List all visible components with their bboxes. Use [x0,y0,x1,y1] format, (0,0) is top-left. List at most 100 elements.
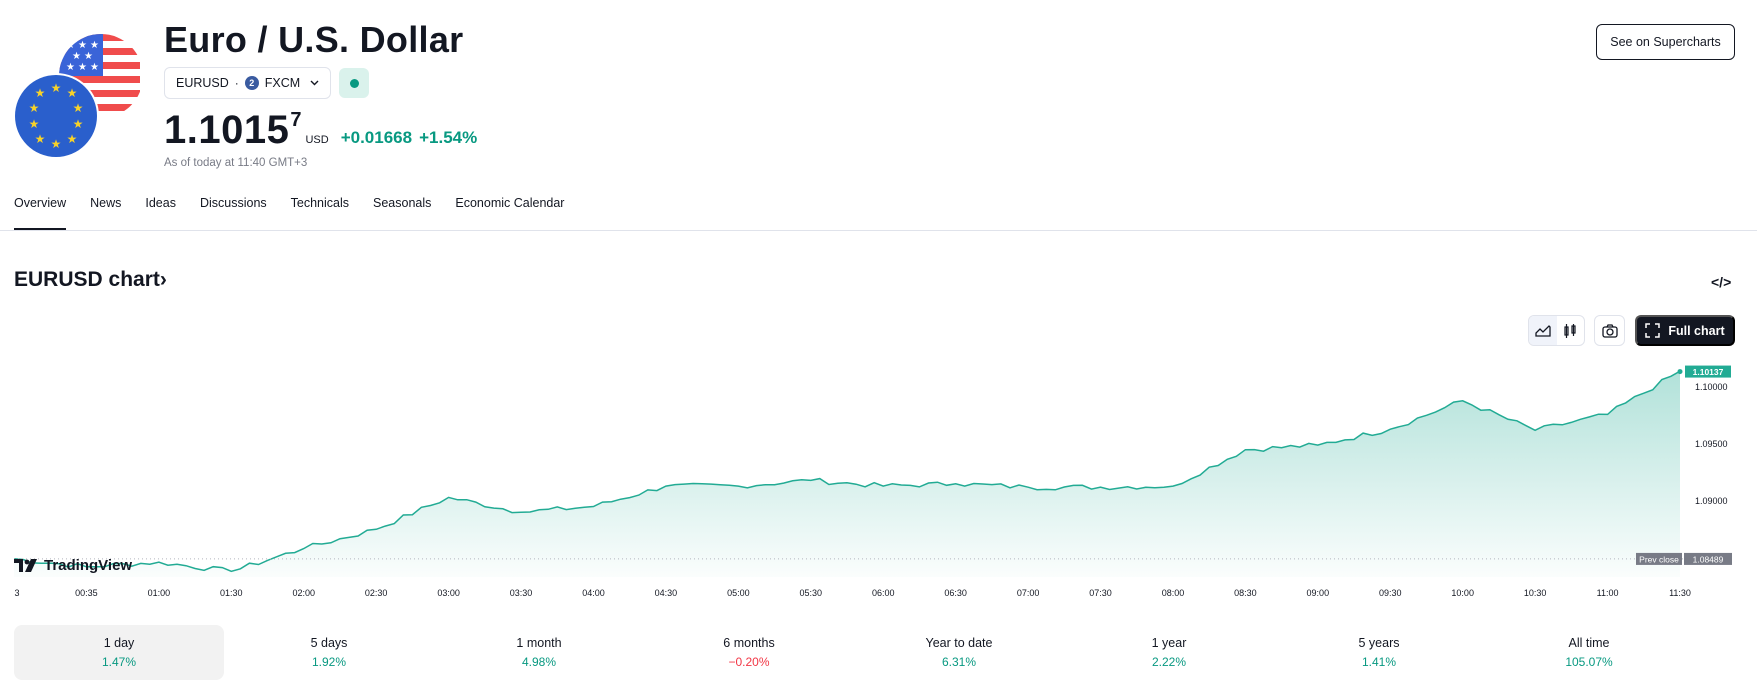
period-change: 105.07% [1565,655,1613,669]
period-label: Year to date [925,636,993,650]
prev-close-value-tag [1684,552,1732,565]
period-change: 6.31% [941,655,977,669]
period-label: 5 days [310,636,348,650]
svg-text:★: ★ [67,86,78,100]
x-tick-label: 08:00 [1162,588,1185,598]
x-tick-label: 09:00 [1307,588,1330,598]
last-price-label: 1.10137 [1693,367,1724,377]
x-tick-label: 01:00 [148,588,171,598]
period-change: 1.41% [1361,655,1397,669]
period-label: 1 day [103,636,135,650]
y-tick-label: 1.09500 [1695,439,1728,449]
x-tick-label: 11:00 [1597,588,1619,598]
x-tick-label: 3 [14,588,19,598]
area-fill [14,371,1680,577]
x-tick-label: 05:30 [800,588,823,598]
x-tick-label: 06:00 [872,588,895,598]
x-tick-label: 04:30 [655,588,678,598]
x-tick-label: 10:30 [1524,588,1547,598]
page-title: Euro / U.S. Dollar [164,19,464,60]
svg-text:★: ★ [66,62,75,73]
x-tick-label: 09:30 [1379,588,1402,598]
last-price-point [1677,369,1683,375]
tab-news[interactable]: News [90,196,122,210]
svg-text:★: ★ [73,117,84,131]
market-status-badge[interactable] [339,68,370,98]
camera-icon[interactable] [1594,315,1625,346]
full-chart-label: Full chart [1668,323,1725,338]
x-tick-label: 02:00 [292,588,315,598]
exchange-icon: 2 [244,76,259,90]
section-tabs: Overview News Ideas Discussions Technica… [14,196,588,230]
price-chart[interactable]: Prev close 1.08489 1.10000 1.09500 1.09000 1.… [0,355,1740,610]
price-timestamp: As of today at 11:40 GMT+3 [164,157,308,169]
area-chart-icon[interactable] [1529,316,1557,345]
svg-text:★: ★ [29,101,40,115]
svg-text:★: ★ [72,51,81,62]
tab-discussions[interactable]: Discussions [199,196,267,210]
series-line [13,370,1681,573]
svg-text:★: ★ [29,117,40,131]
tab-overview[interactable]: Overview [14,196,67,230]
period-6-months[interactable]: 6 months −0.20% [644,625,854,680]
chart-title-text: EURUSD chart [14,268,160,291]
period-1-month[interactable]: 1 month 4.98% [434,625,644,680]
y-tick-label: 1.09000 [1695,496,1728,506]
see-on-supercharts-button[interactable]: See on Supercharts [1596,24,1735,60]
svg-text:★: ★ [35,86,46,100]
x-tick-label: 11:30 [1669,588,1691,598]
period-label: 1 month [516,636,562,650]
chart-style-toggle [1528,315,1585,346]
period-5-years[interactable]: 5 years 1.41% [1274,625,1484,680]
prev-close-tag [1636,552,1682,565]
chevron-down-icon [310,78,319,89]
x-tick-label: 07:30 [1089,588,1112,598]
tabs-divider [0,230,1757,231]
last-price: 1.1015 [164,108,290,152]
tradingview-logo-icon [14,558,37,572]
price-change: +0.01668 [340,128,413,147]
symbol-exchange-selector[interactable]: EURUSD · 2 FXCM [164,67,332,99]
tab-seasonals[interactable]: Seasonals [373,196,432,210]
period-1-day[interactable]: 1 day 1.47% [14,625,224,680]
embed-code-icon[interactable]: </> [1711,274,1732,290]
tab-economic-calendar[interactable]: Economic Calendar [455,196,565,210]
full-chart-button[interactable]: Full chart [1635,315,1735,346]
price-block: 1.1015 7 USD +0.01668 +1.54% [164,106,477,154]
period-selector: 1 day 1.47% 5 days 1.92% 1 month 4.98% 6… [14,625,1694,680]
x-tick-label: 00:35 [75,588,98,598]
tab-technicals[interactable]: Technicals [290,196,350,210]
symbol-label: EURUSD [176,76,229,90]
svg-text:★: ★ [90,62,99,73]
eu-flag-icon: ★ ★ ★ ★ ★ ★ ★ ★ ★ ★ [13,73,99,159]
market-open-dot-icon [349,78,359,88]
svg-text:★: ★ [73,101,84,115]
period-5-days[interactable]: 5 days 1.92% [224,625,434,680]
period-all-time[interactable]: All time 105.07% [1484,625,1694,680]
last-price-pip: 7 [290,109,302,131]
exchange-label: FXCM [264,76,301,90]
period-change: 2.22% [1151,655,1187,669]
price-change-percent: +1.54% [419,128,478,147]
svg-text:★: ★ [84,51,93,62]
y-tick-label: 1.10000 [1695,382,1728,392]
x-tick-label: 07:00 [1017,588,1040,598]
period-change: −0.20% [728,655,770,669]
x-tick-label: 03:30 [510,588,533,598]
candles-chart-icon[interactable] [1557,316,1585,345]
tradingview-logo: TradingView [14,557,132,574]
x-tick-label: 08:30 [1234,588,1257,598]
last-price-tag [1685,365,1731,378]
period-change: 1.92% [311,655,347,669]
tab-ideas[interactable]: Ideas [145,196,176,210]
period-1-year[interactable]: 1 year 2.22% [1064,625,1274,680]
period-label: All time [1568,636,1610,650]
chart-section-title[interactable]: EURUSD chart› [14,268,167,292]
period-change: 1.47% [101,655,137,669]
period-year-to-date[interactable]: Year to date 6.31% [854,625,1064,680]
svg-text:★: ★ [90,40,99,51]
svg-text:★: ★ [66,40,75,51]
chevron-right-icon: › [159,268,167,291]
period-label: 1 year [1151,636,1187,650]
tradingview-logo-text: TradingView [44,557,133,574]
